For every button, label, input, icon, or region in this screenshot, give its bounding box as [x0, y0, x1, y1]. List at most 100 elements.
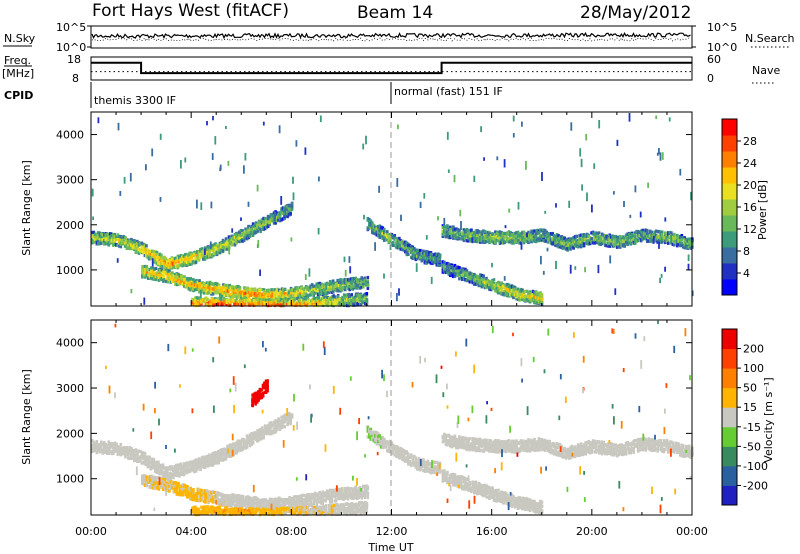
echo-cell — [414, 257, 418, 261]
echo-cell — [91, 240, 94, 244]
echo-cell — [639, 211, 642, 218]
echo-cell — [148, 251, 151, 255]
echo-cell — [327, 288, 330, 292]
echo-cell — [314, 299, 317, 303]
echo-cell — [329, 299, 332, 303]
echo-cell — [456, 233, 460, 237]
echo-cell — [246, 290, 249, 294]
echo-cell — [552, 238, 556, 242]
echo-cell — [326, 303, 329, 307]
echo-cell — [521, 231, 524, 235]
echo-cell — [552, 241, 556, 245]
echo-cell — [289, 211, 292, 215]
echo-cell — [603, 243, 607, 247]
nsearch-tick-bottom: 10^0 — [707, 41, 737, 54]
echo-cell — [262, 288, 266, 292]
echo-cell — [453, 227, 457, 231]
echo-cell — [252, 287, 255, 292]
echo-cell — [173, 256, 177, 260]
echo-cell — [673, 237, 676, 241]
echo-cell — [368, 217, 371, 221]
echo-cell — [199, 248, 202, 252]
echo-cell — [522, 238, 526, 242]
echo-cell — [347, 292, 350, 297]
echo-cell — [324, 297, 328, 301]
echo-cell — [482, 277, 485, 281]
echo-cell — [240, 294, 243, 298]
echo-cell — [581, 236, 584, 240]
echo-cell — [212, 245, 216, 249]
echo-cell — [151, 258, 154, 267]
echo-cell — [656, 152, 659, 156]
echo-cell — [232, 288, 236, 293]
echo-cell — [233, 237, 237, 241]
echo-cell — [650, 238, 653, 242]
echo-cell — [575, 234, 578, 238]
echo-cell — [201, 281, 204, 285]
echo-cell — [522, 294, 526, 298]
echo-cell — [297, 302, 301, 306]
echo-cell — [259, 227, 262, 231]
echo-cell — [401, 244, 404, 248]
echo-cell — [283, 287, 287, 291]
echo-cell — [679, 241, 682, 245]
echo-cell — [539, 233, 542, 238]
echo-cell — [609, 238, 613, 242]
echo-cell — [377, 230, 380, 234]
echo-cell — [192, 278, 195, 282]
echo-cell — [383, 227, 386, 232]
echo-cell — [255, 302, 259, 306]
echo-cell — [676, 244, 679, 248]
echo-cell — [498, 236, 502, 240]
echo-cell — [231, 293, 234, 297]
echo-cell — [158, 256, 162, 260]
echo-cell — [476, 234, 479, 238]
echo-cell — [498, 230, 502, 234]
echo-cell — [182, 263, 186, 267]
echo-cell — [301, 290, 305, 294]
echo-cell — [429, 252, 433, 256]
echo-cell — [548, 237, 551, 241]
echo-cell — [365, 297, 369, 301]
echo-cell — [366, 275, 370, 280]
echo-cell — [362, 300, 366, 304]
echo-cell — [504, 286, 508, 291]
echo-cell — [281, 211, 285, 216]
echo-cell — [476, 274, 479, 278]
echo-cell — [322, 289, 326, 293]
echo-cell — [549, 241, 553, 245]
echo-cell — [184, 283, 188, 287]
echo-cell — [395, 238, 398, 242]
echo-cell — [500, 240, 503, 245]
echo-cell — [618, 234, 622, 239]
echo-cell — [410, 250, 413, 254]
echo-cell — [524, 289, 527, 293]
echo-cell — [542, 228, 545, 232]
echo-cell — [298, 289, 302, 293]
echo-cell — [528, 297, 532, 301]
echo-cell — [435, 261, 439, 265]
echo-cell — [252, 298, 256, 303]
echo-cell — [107, 235, 111, 239]
echo-cell — [313, 284, 317, 288]
echo-cell — [173, 260, 177, 264]
echo-cell — [255, 294, 258, 298]
echo-cell — [190, 256, 193, 260]
echo-cell — [540, 298, 544, 302]
echo-cell — [246, 298, 250, 302]
echo-cell — [534, 232, 538, 236]
echo-cell — [210, 201, 213, 209]
echo-cell — [189, 288, 192, 292]
echo-cell — [437, 252, 440, 256]
cpid-segment-2: normal (fast) 151 IF — [394, 85, 503, 98]
echo-cell — [317, 296, 320, 300]
echo-cell — [617, 236, 620, 240]
echo-cell — [471, 233, 475, 237]
echo-cell — [315, 289, 318, 293]
echo-cell — [213, 289, 216, 293]
echo-cell — [528, 236, 532, 240]
echo-cell — [482, 280, 485, 284]
echo-cell — [345, 298, 349, 302]
echo-cell — [600, 242, 604, 246]
echo-cell — [510, 288, 514, 292]
